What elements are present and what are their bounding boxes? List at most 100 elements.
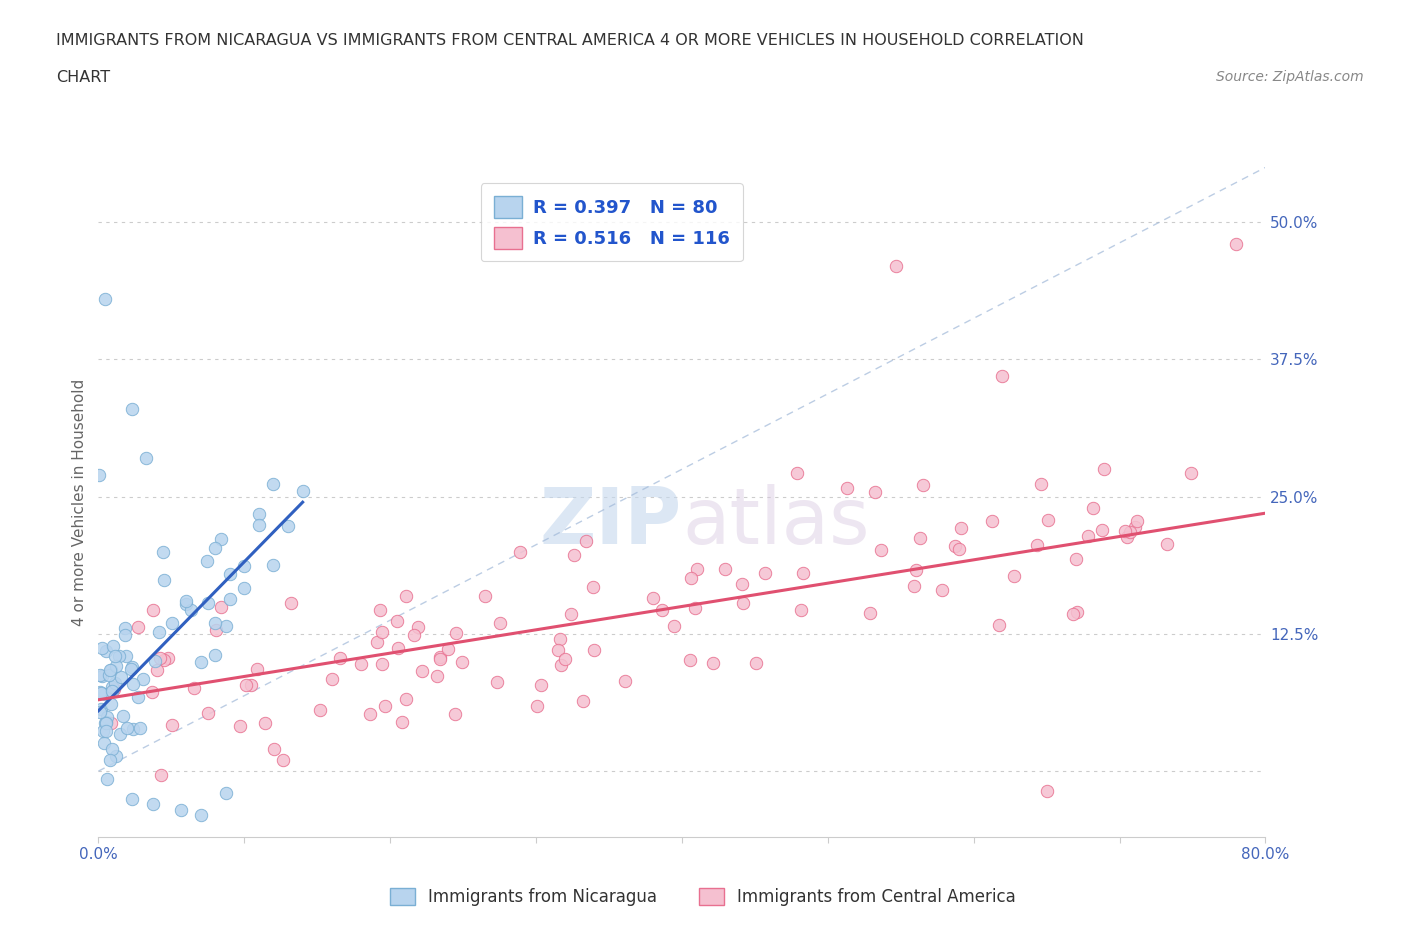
Point (485, 674, 508, 689)
Point (152, 653, 174, 668)
Point (121, 791, 143, 806)
Point (368, 602, 391, 617)
Point (408, 619, 430, 634)
Point (1225, 237, 1247, 252)
Legend: Immigrants from Nicaragua, Immigrants from Central America: Immigrants from Nicaragua, Immigrants fr… (384, 881, 1022, 912)
Text: CHART: CHART (56, 70, 110, 85)
Point (94, 716, 117, 731)
Point (1092, 461, 1115, 476)
Point (371, 656, 394, 671)
Point (235, 677, 257, 692)
Point (135, 451, 157, 466)
Point (100, 680, 122, 695)
Point (329, 651, 352, 666)
Point (100, 697, 122, 711)
Point (197, 595, 219, 610)
Point (374, 698, 396, 713)
Point (169, 802, 191, 817)
Point (209, 600, 232, 615)
Point (651, 603, 673, 618)
Point (110, 670, 132, 684)
Point (790, 603, 813, 618)
Point (1125, 513, 1147, 528)
Point (174, 597, 197, 612)
Point (1025, 538, 1047, 552)
Point (263, 741, 285, 756)
Point (614, 674, 637, 689)
Point (204, 540, 226, 555)
Point (991, 368, 1014, 383)
Point (731, 577, 754, 591)
Point (1031, 477, 1053, 492)
Point (218, 567, 240, 582)
Point (949, 520, 972, 535)
Point (96, 724, 118, 738)
Point (205, 623, 228, 638)
Point (89, 467, 111, 482)
Point (411, 663, 433, 678)
Point (93, 292, 115, 307)
Point (114, 620, 136, 635)
Point (582, 579, 605, 594)
Point (100, 663, 122, 678)
Point (233, 580, 256, 595)
Point (685, 562, 707, 577)
Point (90, 640, 112, 655)
Point (1119, 525, 1142, 539)
Point (744, 655, 766, 670)
Point (215, 786, 238, 801)
Point (904, 563, 927, 578)
Point (489, 616, 512, 631)
Point (702, 656, 724, 671)
Point (530, 678, 553, 693)
Point (321, 671, 343, 686)
Point (101, 684, 124, 698)
Point (387, 614, 409, 629)
Point (395, 589, 418, 604)
Point (89, 705, 111, 720)
Point (429, 649, 451, 664)
Point (239, 678, 262, 693)
Text: Source: ZipAtlas.com: Source: ZipAtlas.com (1216, 70, 1364, 84)
Point (100, 742, 122, 757)
Point (444, 706, 467, 721)
Point (148, 624, 170, 639)
Point (129, 721, 152, 736)
Point (437, 642, 460, 657)
Point (560, 606, 582, 621)
Point (98, 668, 121, 683)
Point (547, 642, 569, 657)
Point (931, 582, 953, 597)
Point (886, 259, 908, 273)
Point (98, 752, 121, 767)
Point (948, 541, 970, 556)
Point (429, 651, 451, 666)
Legend: R = 0.397   N = 80, R = 0.516   N = 116: R = 0.397 N = 80, R = 0.516 N = 116 (481, 183, 742, 261)
Point (100, 715, 122, 730)
Point (395, 692, 418, 707)
Point (1156, 537, 1178, 551)
Point (911, 477, 934, 492)
Point (218, 591, 240, 606)
Point (114, 648, 136, 663)
Point (308, 703, 330, 718)
Point (108, 648, 131, 663)
Point (903, 578, 925, 593)
Point (1036, 512, 1059, 527)
Point (253, 715, 276, 730)
Point (142, 603, 165, 618)
Point (215, 618, 238, 633)
Point (197, 706, 219, 721)
Point (89, 684, 111, 699)
Point (122, 721, 145, 736)
Point (94, 716, 117, 731)
Point (509, 545, 531, 560)
Point (91, 669, 114, 684)
Y-axis label: 4 or more Vehicles in Household: 4 or more Vehicles in Household (72, 379, 87, 626)
Text: atlas: atlas (682, 485, 869, 560)
Point (1180, 466, 1202, 481)
Point (94, 714, 117, 729)
Point (152, 544, 174, 559)
Point (195, 553, 218, 568)
Point (291, 484, 314, 498)
